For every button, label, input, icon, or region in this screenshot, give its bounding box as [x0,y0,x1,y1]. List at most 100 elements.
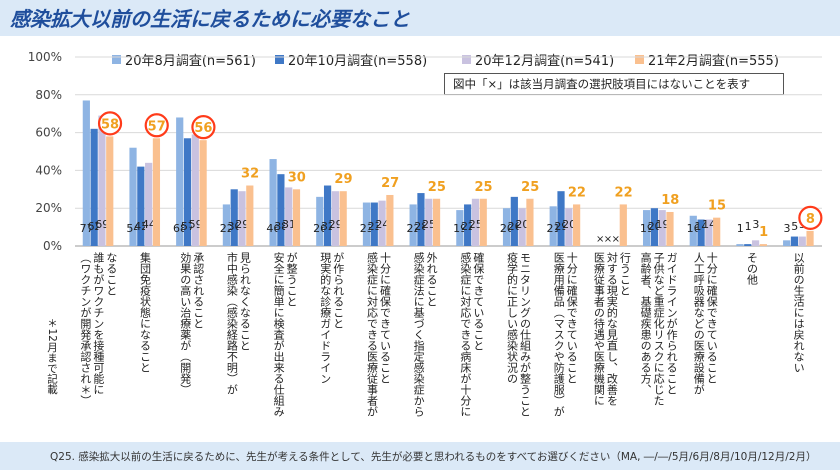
bar [277,174,285,246]
bar-value-label: 59 [189,218,203,231]
category-label: 効果の高い治療薬が（開発） [179,251,192,395]
y-tick-label: 100% [28,50,62,64]
bar [705,219,713,246]
bar [145,162,153,246]
bar [316,196,324,246]
bar-value-label: 62 [87,220,101,233]
bar-value-label: 54 [126,222,140,235]
bar [689,215,697,246]
bar [751,240,760,246]
bar-value-label: 3 [752,218,759,231]
category-label: 十分に確保できていること [705,251,718,384]
category-label: 対する現実的な見直し、改善を [605,251,618,406]
bar [557,191,565,246]
bar-value-label: 30 [228,220,242,233]
highlight-circle [97,111,123,136]
bar-value-label: 42 [134,220,148,233]
category-label: 現実的な診療ガイドライン [319,252,332,384]
bar [176,117,184,246]
bar-value-label: 46 [266,222,280,235]
title-bar [0,0,840,36]
bar-value-label: 32 [321,220,335,233]
bar [573,204,581,246]
bar [285,187,293,246]
bar [650,208,658,246]
category-label: 感染症に対応できる医療従事者が [365,252,378,417]
bar [425,198,433,246]
bar-value-label: 19 [453,222,467,235]
legend-label-oct20: 20年10月調査(n=558) [288,54,428,69]
bar [658,210,666,246]
bar-value-label-latest: 15 [708,199,726,214]
y-tick-label: 20% [35,201,62,215]
category-label: 誰もがワクチンを接種可能に [92,251,105,395]
category-label: 十分に確保できていること [378,251,391,384]
bar [666,211,674,246]
bar-value-label: 14 [694,220,708,233]
legend-swatch-aug20 [112,55,121,64]
category-label: 医療従事者の待遇や医療機関に [592,252,605,406]
bar-value-label-latest: 22 [615,185,633,200]
missing-mark: × [596,234,604,245]
bar [417,193,425,246]
bar [137,166,145,246]
bar-value-label: 16 [687,222,701,235]
bar [471,198,480,246]
legend-label-feb21: 21年2月調査(n=555) [648,54,779,69]
bar [790,236,799,246]
bar-value-label-latest: 58 [101,117,119,132]
bar-value-label: 1 [745,220,752,233]
bar [798,236,806,246]
bar-value-label-latest: 25 [428,180,446,195]
bar-value-label: 19 [640,222,654,235]
bar-value-label: 38 [274,220,288,233]
category-label: 感染症に対応できる病床が十分に [459,252,472,417]
y-tick-label: 60% [35,126,62,140]
bar [90,128,98,246]
bar [222,204,231,246]
legend: 20年8月調査(n=561) 20年10月調査(n=558) 20年12月調査(… [112,50,812,70]
legend-item-dec20: 20年12月調査(n=541) [462,50,614,69]
bar [152,138,161,246]
bar [378,200,386,246]
bar-value-label: 3 [783,222,790,235]
category-label: 人工呼吸器などの医療設備が [692,252,705,395]
bar-value-label: 29 [235,218,249,231]
category-label: 見られなくなること [238,252,251,351]
bar-value-label: 23 [360,222,374,235]
bar [323,185,332,246]
bar-value-label: 5 [791,220,798,233]
bar [230,189,238,246]
bar-value-label: 69 [95,218,109,231]
y-tick-label: 40% [35,163,62,177]
bar [432,198,441,246]
category-label: （ワクチンが開発承認され＊） [79,252,92,406]
bar-value-label: 26 [313,222,327,235]
bar [736,244,744,246]
bar-value-label: 57 [181,220,195,233]
side-note: ＊12月まで記載 [46,318,58,395]
bar-value-label: 24 [375,218,389,231]
bar [269,159,277,246]
bar [642,210,651,246]
bar-value-label-latest: 30 [288,170,306,185]
category-label: 高齢者、基礎疾患のある方、 [639,251,652,395]
category-label: 市中感染（感染経路不明）が [225,251,238,395]
bar [238,191,246,246]
bar-value-label: 20 [500,222,514,235]
missing-mark: × [604,234,612,245]
bar-value-label: 14 [702,218,716,231]
highlight-circle [144,113,169,138]
bar [331,191,339,246]
category-label: なること [105,252,118,296]
bar-value-label: 20 [648,220,662,233]
bar [386,194,394,246]
category-label: 医療用備品（マスクや防護服）が [552,252,565,417]
bar [713,217,721,246]
legend-item-feb21: 21年2月調査(n=555) [635,50,779,69]
legend-label-aug20: 20年8月調査(n=561) [125,54,256,69]
bar [246,185,254,246]
bar [339,191,347,246]
category-label: その他 [745,252,758,285]
